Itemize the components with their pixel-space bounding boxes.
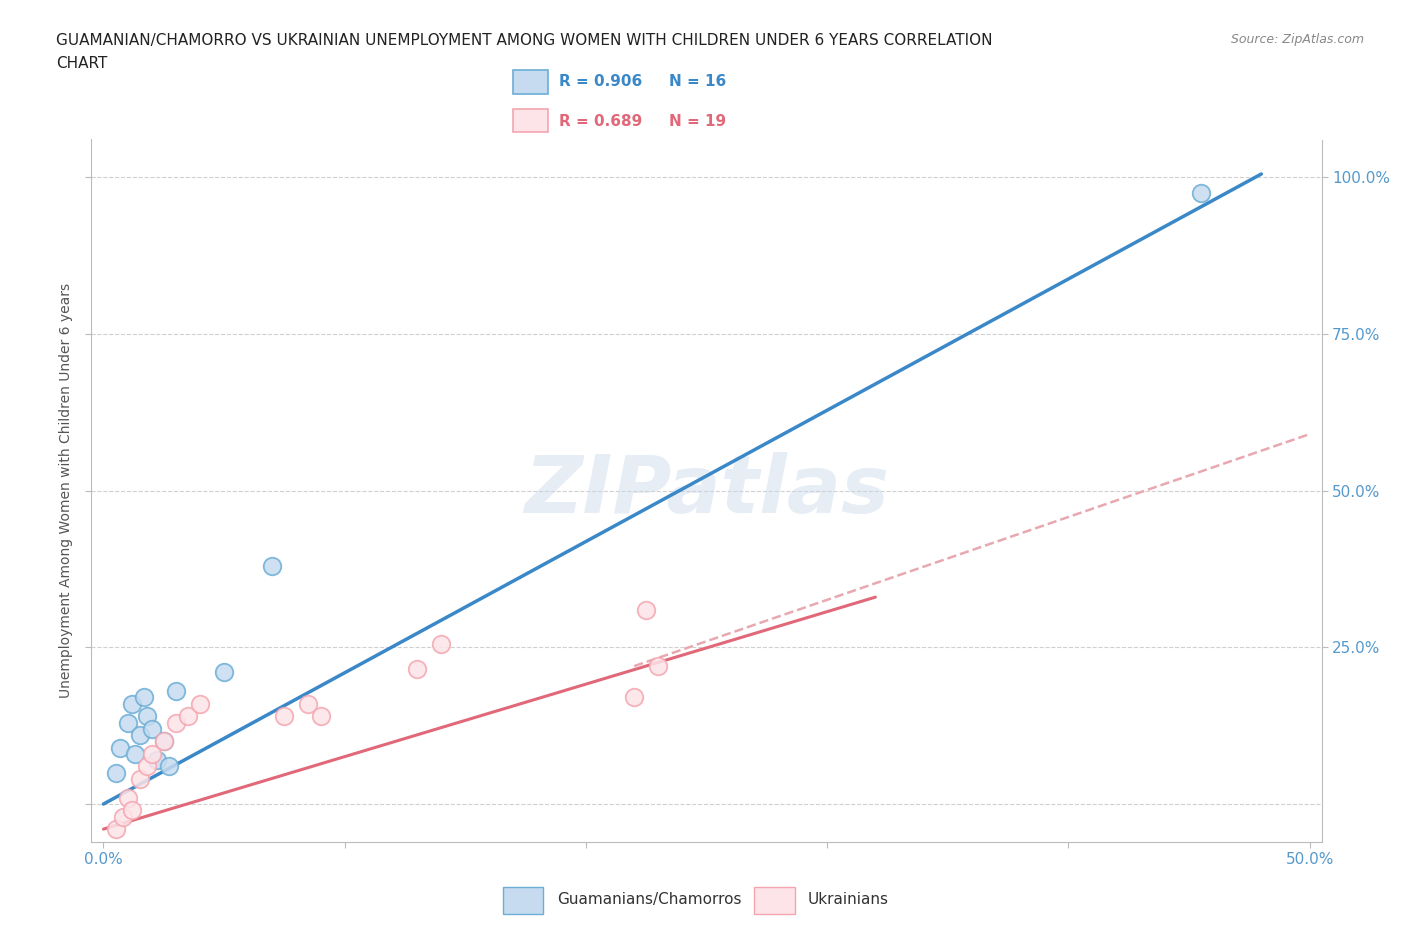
Point bbox=[117, 715, 139, 730]
FancyBboxPatch shape bbox=[513, 71, 548, 94]
Point bbox=[134, 690, 156, 705]
Point bbox=[636, 603, 658, 618]
Point bbox=[430, 637, 453, 652]
Point bbox=[104, 765, 127, 780]
Point bbox=[121, 697, 143, 711]
Text: N = 19: N = 19 bbox=[669, 113, 727, 128]
Text: Guamanians/Chamorros: Guamanians/Chamorros bbox=[557, 892, 741, 908]
FancyBboxPatch shape bbox=[503, 887, 543, 914]
Point bbox=[165, 684, 187, 698]
Point bbox=[1189, 185, 1212, 200]
Text: Source: ZipAtlas.com: Source: ZipAtlas.com bbox=[1230, 33, 1364, 46]
Text: GUAMANIAN/CHAMORRO VS UKRAINIAN UNEMPLOYMENT AMONG WOMEN WITH CHILDREN UNDER 6 Y: GUAMANIAN/CHAMORRO VS UKRAINIAN UNEMPLOY… bbox=[56, 33, 993, 47]
Point bbox=[135, 759, 157, 774]
Text: R = 0.689: R = 0.689 bbox=[560, 113, 643, 128]
Text: R = 0.906: R = 0.906 bbox=[560, 74, 643, 89]
Point bbox=[262, 558, 284, 573]
Point bbox=[309, 709, 332, 724]
Point bbox=[647, 658, 669, 673]
Point bbox=[212, 665, 235, 680]
Point bbox=[177, 709, 200, 724]
Point bbox=[110, 740, 132, 755]
Point bbox=[406, 662, 429, 677]
Text: Ukrainians: Ukrainians bbox=[808, 892, 889, 908]
Text: N = 16: N = 16 bbox=[669, 74, 727, 89]
Point bbox=[145, 752, 167, 767]
Point bbox=[124, 747, 146, 762]
Point bbox=[152, 734, 174, 749]
Point bbox=[273, 709, 295, 724]
Point bbox=[104, 822, 127, 837]
Point bbox=[297, 697, 319, 711]
Point bbox=[141, 747, 163, 762]
Point bbox=[135, 709, 157, 724]
Point bbox=[165, 715, 187, 730]
Text: ZIPatlas: ZIPatlas bbox=[524, 452, 889, 529]
Point bbox=[623, 690, 645, 705]
Point bbox=[152, 734, 174, 749]
Point bbox=[188, 697, 211, 711]
Point bbox=[111, 809, 134, 824]
Point bbox=[117, 790, 139, 805]
Text: CHART: CHART bbox=[56, 56, 108, 71]
FancyBboxPatch shape bbox=[513, 109, 548, 132]
Point bbox=[157, 759, 180, 774]
FancyBboxPatch shape bbox=[755, 887, 794, 914]
Point bbox=[121, 803, 143, 817]
Point bbox=[128, 772, 150, 787]
Point bbox=[141, 722, 163, 737]
Y-axis label: Unemployment Among Women with Children Under 6 years: Unemployment Among Women with Children U… bbox=[59, 283, 73, 698]
Point bbox=[128, 727, 150, 742]
